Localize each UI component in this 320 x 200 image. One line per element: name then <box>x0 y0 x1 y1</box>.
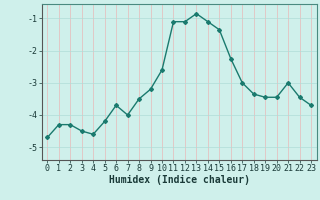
X-axis label: Humidex (Indice chaleur): Humidex (Indice chaleur) <box>109 175 250 185</box>
